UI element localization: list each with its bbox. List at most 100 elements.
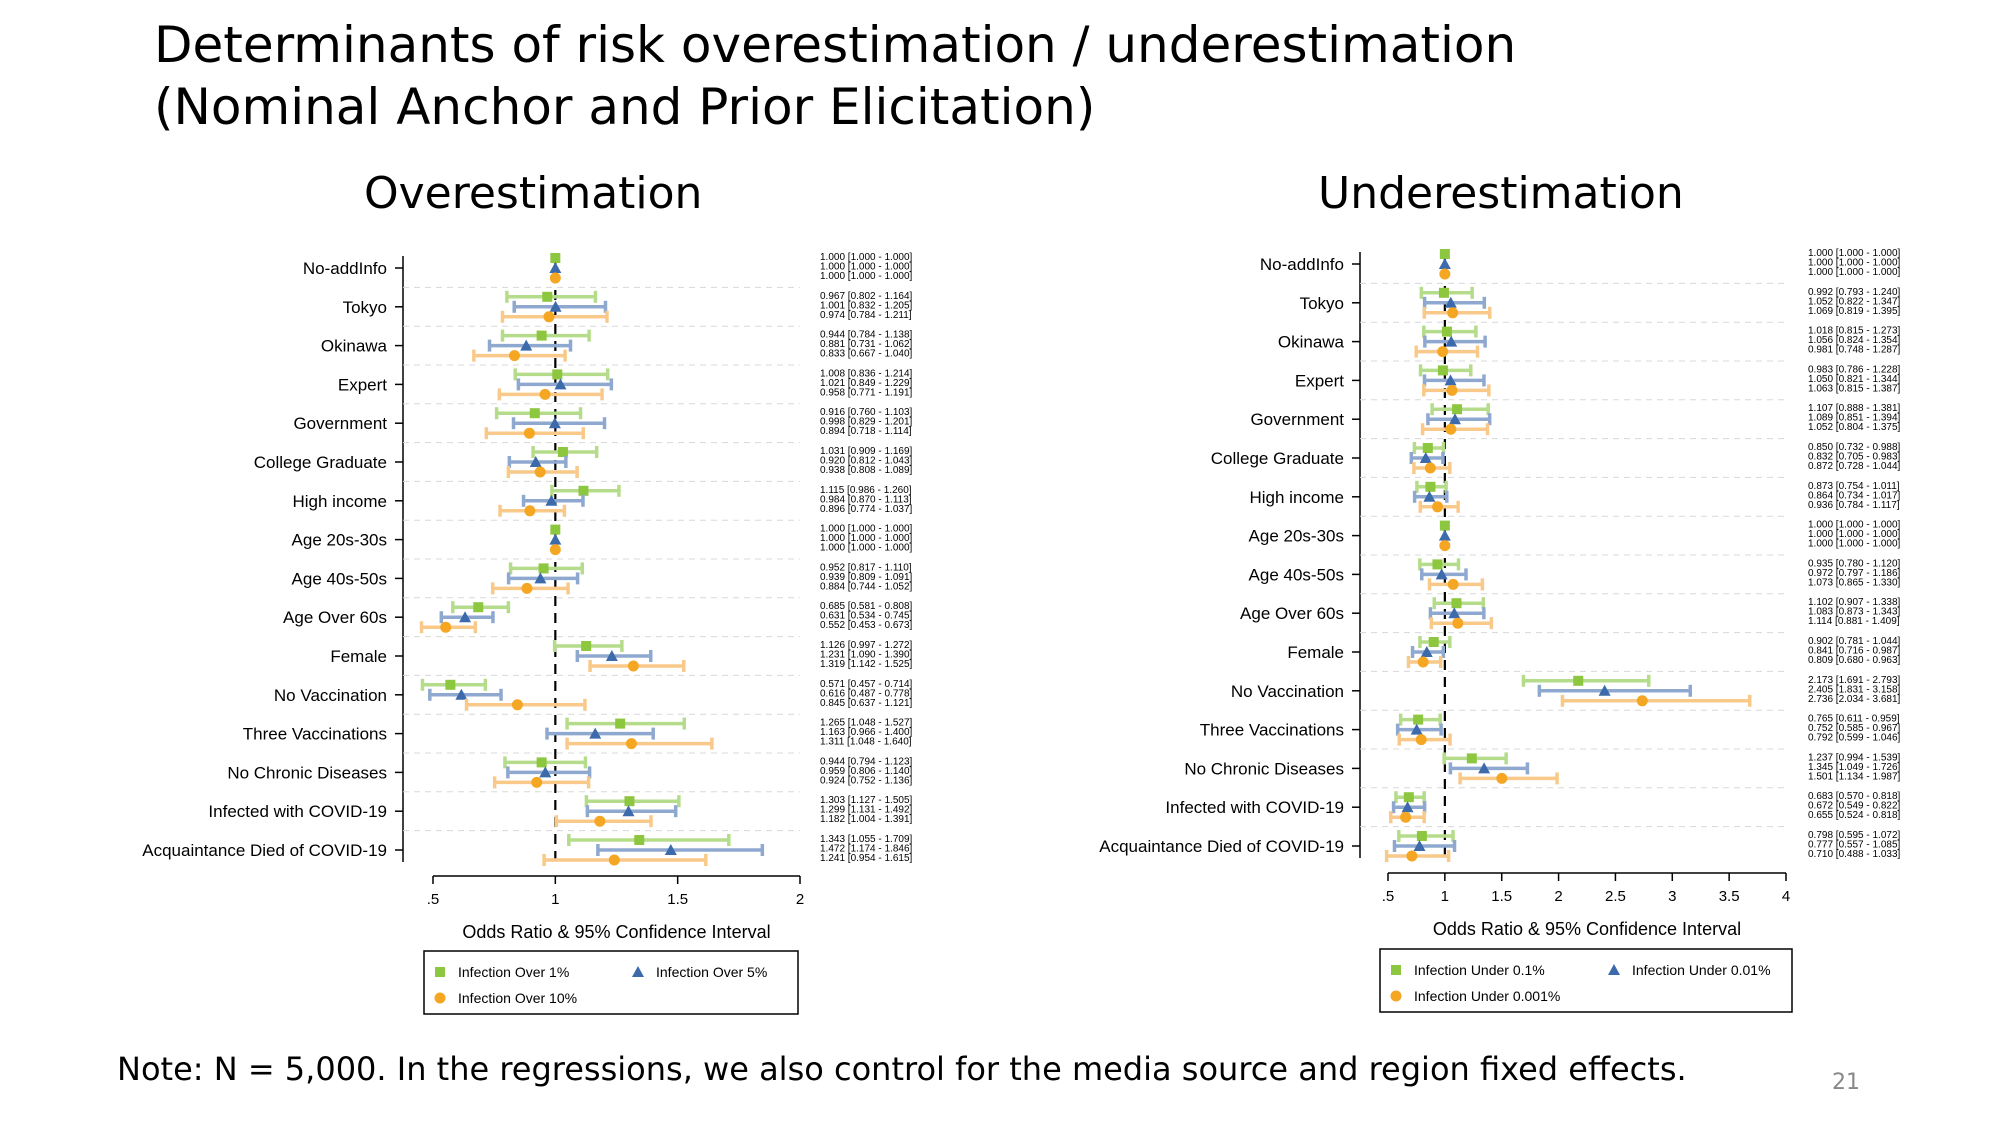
category-label: High income [1250,488,1345,507]
point-triangle [1445,335,1458,347]
value-label: 0.967 [0.802 - 1.164] [820,291,913,302]
value-label: 1.182 [1.004 - 1.391] [820,814,913,825]
value-label: 1.083 [0.873 - 1.343] [1808,607,1901,618]
value-label: 1.031 [0.909 - 1.169] [820,446,913,457]
category-label: No Chronic Diseases [1184,759,1344,778]
value-label: 0.872 [0.728 - 1.044] [1808,461,1901,472]
value-label: 0.958 [0.771 - 1.191] [820,387,913,398]
point-square [1441,326,1452,337]
point-square [552,369,563,380]
point-triangle [1448,413,1461,425]
value-label: 1.265 [1.048 - 1.527] [820,718,913,729]
legend-triangle-icon [1608,964,1620,975]
category-label: No Chronic Diseases [227,763,387,782]
value-label: 0.845 [0.637 - 1.121] [820,698,913,709]
point-circle [1424,462,1436,474]
value-label: 1.000 [1.000 - 1.000] [1808,539,1901,550]
category-label: Infected with COVID-19 [1165,798,1344,817]
x-tick-label: 1 [1441,888,1449,905]
value-label: 0.920 [0.812 - 1.043] [820,456,913,467]
category-label: High income [293,492,388,511]
value-label: 1.000 [1.000 - 1.000] [1808,248,1901,259]
legend-square-icon [435,967,445,977]
legend-circle-icon [1390,990,1402,1002]
category-label: Female [330,647,387,666]
underestimation-panel-title: Underestimation [1318,168,1684,219]
value-label: 1.163 [0.966 - 1.400] [820,727,913,738]
point-square [536,757,547,768]
x-axis-label: Odds Ratio & 95% Confidence Interval [462,922,770,942]
legend-box [423,950,799,1015]
legend-circle-icon [434,992,446,1004]
value-label: 1.231 [1.090 - 1.390] [820,650,913,661]
point-square [529,408,540,419]
slide-title-line1: Determinants of risk overestimation / un… [154,16,1517,74]
value-label: 0.952 [0.817 - 1.110] [820,562,912,573]
point-circle [531,776,543,788]
category-label: Government [1250,410,1344,429]
category-label: Age 20s-30s [1249,527,1344,546]
value-label: 1.000 [1.000 - 1.000] [1808,529,1901,540]
point-square [445,679,456,690]
point-circle [1452,617,1464,629]
point-square [1416,831,1427,841]
point-square [578,485,589,496]
value-label: 1.018 [0.815 - 1.273] [1808,326,1901,337]
value-label: 1.000 [1.000 - 1.000] [820,533,913,544]
value-label: 1.319 [1.142 - 1.525] [820,659,913,670]
x-tick-label: 1.5 [1491,888,1512,905]
point-circle [534,466,546,478]
point-square [473,602,484,613]
value-label: 0.833 [0.667 - 1.040] [820,349,913,360]
value-label: 1.089 [0.851 - 1.394] [1808,413,1901,424]
category-label: No Vaccination [274,686,387,705]
value-label: 1.303 [1.127 - 1.505] [820,795,913,806]
value-label: 0.916 [0.760 - 1.103] [820,407,913,418]
x-tick-label: 4 [1782,888,1790,905]
point-square [634,835,645,845]
category-label: Age 20s-30s [292,531,387,550]
point-circle [1417,656,1429,668]
value-label: 1.126 [0.997 - 1.272] [820,640,913,651]
point-triangle [1478,762,1491,774]
point-square [581,641,592,651]
legend-label: Infection Under 0.01% [1632,962,1771,978]
point-square [1413,714,1424,725]
category-label: Okinawa [1278,333,1345,352]
point-triangle [1401,801,1414,813]
value-label: 0.902 [0.781 - 1.044] [1808,636,1901,647]
value-label: 0.571 [0.457 - 0.714] [820,679,913,690]
point-square [1425,481,1436,492]
under-forest-plot: No-addInfo Tokyo Okinawa Expert Government Co… [1099,248,1901,1013]
x-tick-label: .5 [1382,888,1395,905]
point-square [550,524,561,535]
value-label: 1.008 [0.836 - 1.214] [820,368,913,379]
value-label: 0.984 [0.870 - 1.113] [820,494,912,505]
value-label: 1.343 [1.055 - 1.709] [820,834,913,845]
x-tick-label: 2 [1554,888,1562,905]
point-triangle [1419,452,1432,463]
point-triangle [1448,607,1461,619]
point-square [1403,792,1414,803]
value-label: 1.501 [1.134 - 1.987] [1808,771,1901,782]
legend-label: Infection Over 5% [656,964,767,980]
footnote: Note: N = 5,000. In the regressions, we … [117,1050,1687,1088]
point-square [1432,559,1443,570]
value-label: 0.616 [0.487 - 0.778] [820,688,913,699]
category-label: College Graduate [254,453,387,472]
category-label: Three Vaccinations [1200,721,1344,740]
legend-label: Infection Over 1% [458,964,569,980]
value-label: 1.299 [1.131 - 1.492] [820,805,913,816]
value-label: 0.998 [0.829 - 1.201] [820,417,913,428]
category-label: Three Vaccinations [243,725,387,744]
value-label: 0.809 [0.680 - 0.963] [1808,655,1901,666]
value-label: 1.001 [0.832 - 1.205] [820,300,913,311]
point-circle [543,311,555,323]
value-label: 0.935 [0.780 - 1.120] [1808,558,1901,569]
x-axis-label: Odds Ratio & 95% Confidence Interval [1433,919,1741,939]
point-square [550,253,561,263]
point-square [557,447,568,457]
category-label: No Vaccination [1231,682,1344,701]
value-label: 0.552 [0.453 - 0.673] [820,620,913,631]
value-label: 0.850 [0.732 - 0.988] [1808,442,1901,453]
